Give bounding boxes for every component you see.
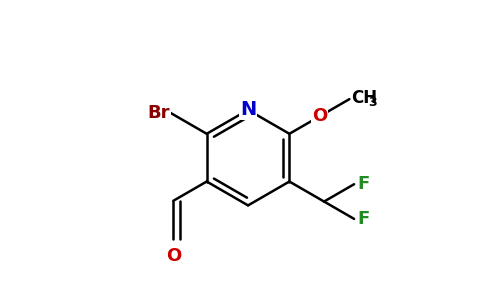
Text: CH: CH xyxy=(351,88,377,106)
Text: Br: Br xyxy=(148,103,170,122)
Text: F: F xyxy=(357,210,369,228)
Text: 3: 3 xyxy=(368,96,377,109)
Text: N: N xyxy=(240,100,256,119)
Text: O: O xyxy=(312,107,327,125)
Text: O: O xyxy=(166,247,181,265)
Text: F: F xyxy=(357,175,369,193)
